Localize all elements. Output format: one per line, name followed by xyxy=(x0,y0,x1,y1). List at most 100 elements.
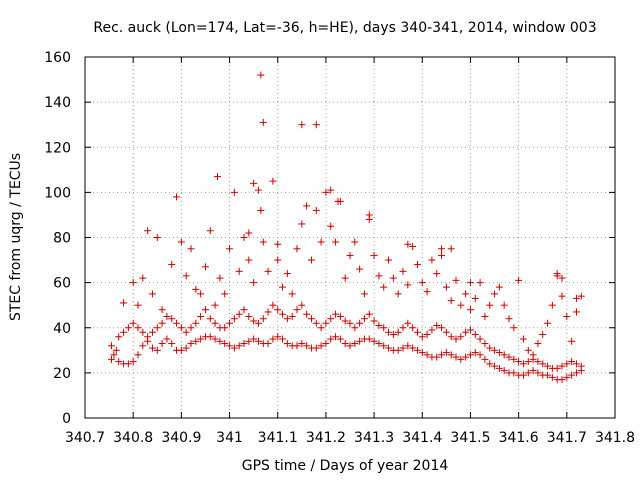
data-point xyxy=(129,319,137,327)
data-point xyxy=(457,355,465,363)
y-tick-label: 160 xyxy=(44,50,71,66)
data-point xyxy=(385,256,393,264)
data-point xyxy=(380,283,388,291)
data-point xyxy=(404,240,412,248)
data-point xyxy=(515,358,523,366)
data-point xyxy=(476,351,484,359)
data-point xyxy=(317,324,325,332)
data-point xyxy=(192,285,200,293)
data-point xyxy=(230,315,238,323)
data-point xyxy=(491,346,499,354)
data-point xyxy=(389,274,397,282)
data-point xyxy=(563,360,571,368)
data-point xyxy=(529,351,537,359)
data-point xyxy=(534,358,542,366)
data-point xyxy=(269,335,277,343)
data-point xyxy=(534,340,542,348)
data-point xyxy=(370,252,378,260)
data-point xyxy=(510,369,518,377)
data-point xyxy=(274,333,282,341)
x-tick-label: 340.9 xyxy=(161,430,201,446)
data-point xyxy=(235,310,243,318)
data-point xyxy=(544,319,552,327)
data-point xyxy=(486,360,494,368)
data-point xyxy=(385,328,393,336)
data-point xyxy=(298,220,306,228)
x-tick-labels: 340.7 340.8 340.9 341 341.1 341.2 341.3 341.4 34… xyxy=(65,430,635,446)
data-point xyxy=(240,340,248,348)
y-tick-labels: 0 20 40 60 80 100 120 140 160 xyxy=(44,50,71,427)
data-point xyxy=(563,373,571,381)
data-point xyxy=(235,267,243,275)
data-point xyxy=(399,324,407,332)
data-point xyxy=(139,328,147,336)
y-tick-label: 80 xyxy=(53,231,71,247)
data-point xyxy=(539,360,547,368)
data-point xyxy=(476,279,484,287)
data-point xyxy=(558,362,566,370)
data-point xyxy=(553,364,561,372)
data-point xyxy=(370,317,378,325)
data-point xyxy=(168,261,176,269)
data-point xyxy=(375,340,383,348)
y-tick-label: 0 xyxy=(62,411,71,427)
data-point xyxy=(351,238,359,246)
data-point xyxy=(312,206,320,214)
data-point xyxy=(568,337,576,345)
data-point xyxy=(438,351,446,359)
data-point xyxy=(447,351,455,359)
data-point xyxy=(197,335,205,343)
y-tick-label: 20 xyxy=(53,366,71,382)
data-point xyxy=(471,349,479,357)
data-point xyxy=(214,173,221,181)
data-point xyxy=(466,279,474,287)
data-point xyxy=(254,319,262,327)
data-point xyxy=(346,252,354,260)
data-point xyxy=(144,227,152,235)
data-point xyxy=(274,256,282,264)
data-point xyxy=(491,290,499,298)
x-tick-label: 340.8 xyxy=(113,430,153,446)
data-point xyxy=(356,265,364,273)
data-point xyxy=(548,373,556,381)
data-point xyxy=(418,333,426,341)
data-point xyxy=(539,331,547,339)
data-point xyxy=(519,360,527,368)
data-point xyxy=(466,326,474,334)
x-tick-label: 341.3 xyxy=(354,430,394,446)
data-point xyxy=(409,324,417,332)
data-point xyxy=(173,193,181,201)
chart-title: Rec. auck (Lon=174, Lat=-36, h=HE), days… xyxy=(93,20,596,36)
data-point xyxy=(568,371,576,379)
data-point xyxy=(153,324,161,332)
data-point xyxy=(385,344,393,352)
data-point xyxy=(500,351,508,359)
data-point xyxy=(336,312,344,320)
data-point xyxy=(115,333,123,341)
data-point xyxy=(230,344,238,352)
data-point xyxy=(264,267,272,275)
data-point xyxy=(404,281,412,289)
data-point xyxy=(558,376,566,384)
data-point xyxy=(481,355,489,363)
data-point xyxy=(148,328,156,336)
data-point xyxy=(245,256,253,264)
data-point xyxy=(510,324,518,332)
data-point xyxy=(332,310,340,318)
data-point xyxy=(187,324,195,332)
data-point xyxy=(515,276,523,284)
data-point xyxy=(380,342,388,350)
data-point xyxy=(572,369,580,377)
x-tick-label: 341.8 xyxy=(595,430,635,446)
data-point xyxy=(317,342,325,350)
data-point xyxy=(283,340,291,348)
data-point xyxy=(447,333,455,341)
data-point xyxy=(452,276,460,284)
data-point xyxy=(346,342,354,350)
data-point xyxy=(356,337,364,345)
data-point xyxy=(158,340,166,348)
y-tick-label: 40 xyxy=(53,321,71,337)
data-point xyxy=(495,349,503,357)
data-point xyxy=(245,337,253,345)
data-point xyxy=(221,340,229,348)
